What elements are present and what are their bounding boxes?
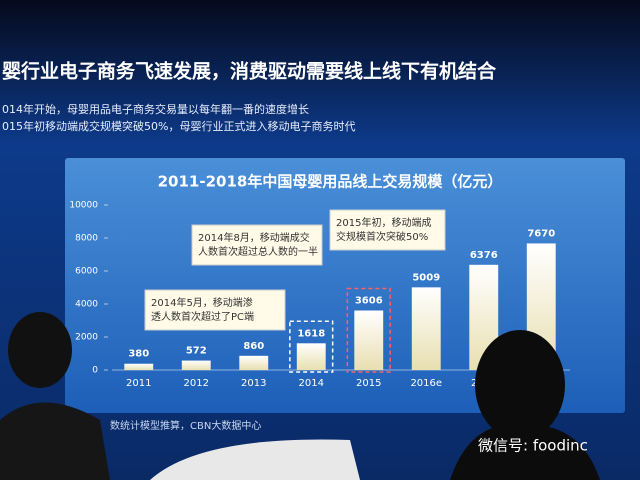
x-tick-label: 2012 [184, 378, 209, 389]
y-tick-label: 2000 [75, 333, 98, 343]
callout-box [144, 289, 286, 331]
annotation: 2014年8月，移动端成交人数首次超过总人数的一半 [198, 231, 318, 258]
value-label: 6376 [470, 250, 498, 261]
x-tick-label: 2015 [356, 378, 381, 389]
audience-body [0, 402, 110, 480]
callout-box [329, 209, 446, 251]
audience-head [475, 330, 565, 440]
x-tick-label: 2013 [241, 378, 266, 389]
bar [124, 363, 154, 370]
highlight-box [289, 320, 334, 373]
callout-box [191, 224, 323, 266]
chart-title: 2011-2018年中国母婴用品线上交易规模（亿元） [158, 173, 503, 191]
y-tick-label: 10000 [69, 201, 98, 211]
value-label: 860 [243, 341, 264, 352]
bullet: 015年初移动端成交规模突破50%，母婴行业正式进入移动电子商务时代 [2, 119, 355, 133]
bar [296, 343, 326, 370]
source: 数统计模型推算，CBN大数据中心 [110, 419, 261, 432]
highlight-box [346, 287, 391, 373]
headline: 婴行业电子商务飞速发展，消费驱动需要线上线下有机结合 [2, 60, 497, 83]
foreground-object [150, 439, 360, 480]
bar [239, 355, 269, 370]
y-tick-label: 8000 [75, 234, 98, 244]
annotation: 2014年5月，移动端渗透人数首次超过了PC端 [151, 296, 254, 323]
x-tick-label: 2011 [126, 378, 151, 389]
value-label: 7670 [527, 228, 555, 239]
value-label: 380 [128, 349, 149, 360]
annotation: 2015年初，移动端成交规模首次突破50% [336, 216, 431, 243]
value-label: 5009 [412, 272, 440, 283]
y-tick-label: 6000 [75, 267, 98, 277]
bar [181, 360, 211, 370]
value-label: 3606 [355, 296, 383, 307]
audience-head [8, 312, 72, 388]
x-tick-label: 2014 [299, 378, 324, 389]
y-tick-label: 0 [92, 366, 98, 376]
y-tick-label: 4000 [75, 300, 98, 310]
x-tick-label: 2016e [410, 378, 442, 389]
value-label: 1618 [297, 328, 325, 339]
bar [411, 287, 441, 370]
bar [354, 310, 384, 370]
value-label: 572 [186, 346, 207, 357]
bullet: 014年开始，母婴用品电子商务交易量以每年翻一番的速度增长 [2, 102, 309, 116]
audience-body [450, 424, 600, 480]
watermark: 微信号: foodinc [478, 437, 588, 455]
